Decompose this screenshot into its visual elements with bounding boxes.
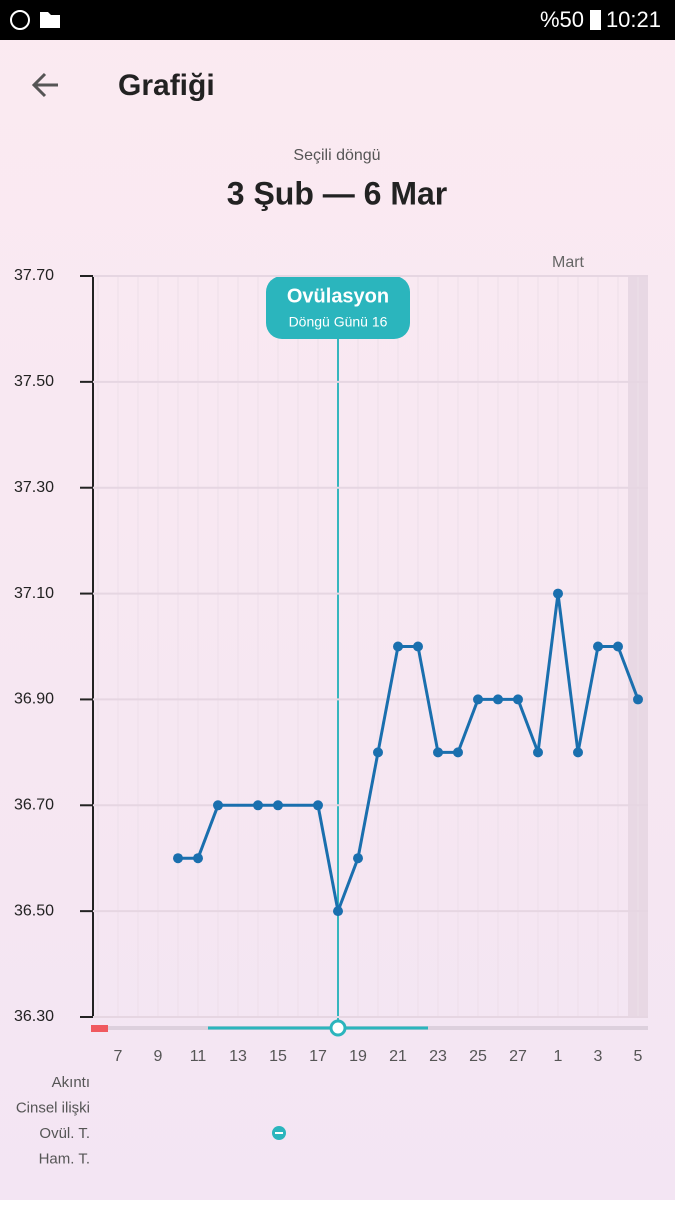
- y-tick-label: 37.30: [14, 479, 54, 496]
- x-tick-label: 13: [229, 1048, 247, 1065]
- clock: 10:21: [606, 7, 661, 32]
- x-tick-label: 23: [429, 1048, 447, 1065]
- line-segment: [536, 593, 560, 753]
- y-tick-label: 36.90: [14, 691, 54, 708]
- ovulation-marker: [329, 1019, 347, 1037]
- back-button[interactable]: [31, 72, 58, 98]
- data-point: [633, 694, 643, 705]
- ovulation-subtitle: Döngü Günü 16: [289, 314, 388, 330]
- battery-icon: [590, 10, 601, 30]
- x-tick-label: 25: [469, 1048, 487, 1065]
- line-segment: [356, 752, 380, 859]
- folder-icon: [40, 12, 60, 28]
- status-bar: [0, 0, 675, 40]
- line-segment: [196, 804, 220, 859]
- row-label: Cinsel ilişki: [16, 1099, 90, 1116]
- x-tick-label: 5: [634, 1048, 643, 1065]
- data-point: [173, 853, 183, 864]
- x-tick-label: 21: [389, 1048, 407, 1065]
- data-point: [313, 800, 323, 811]
- data-point: [273, 800, 283, 811]
- data-point: [453, 747, 463, 758]
- y-tick-label: 37.70: [14, 267, 54, 284]
- y-tick-label: 36.30: [14, 1008, 54, 1025]
- row-label: Ham. T.: [39, 1150, 90, 1167]
- data-point: [513, 694, 523, 705]
- row-label: Ovül. T.: [39, 1125, 90, 1142]
- battery-text: %50: [540, 7, 584, 32]
- x-tick-label: 7: [114, 1048, 123, 1065]
- data-point: [533, 747, 543, 758]
- data-point: [213, 800, 223, 811]
- y-tick-label: 36.50: [14, 902, 54, 919]
- whatsapp-icon: [10, 10, 30, 30]
- month-label: Mart: [552, 254, 585, 271]
- line-segment: [576, 646, 600, 753]
- period-marker: [91, 1025, 108, 1032]
- line-segment: [316, 805, 340, 912]
- data-point: [353, 853, 363, 864]
- x-tick-label: 9: [154, 1048, 163, 1065]
- data-point: [613, 641, 623, 652]
- y-tick-label: 36.70: [14, 797, 54, 814]
- line-segment: [376, 646, 400, 753]
- data-point: [593, 641, 603, 652]
- x-tick-label: 27: [509, 1048, 527, 1065]
- x-tick-label: 15: [269, 1048, 287, 1065]
- line-segment: [456, 698, 480, 753]
- data-point: [253, 800, 263, 811]
- page-title: Grafiği: [118, 69, 215, 102]
- data-point: [473, 694, 483, 705]
- row-label: Akıntı: [52, 1074, 90, 1091]
- data-point: [373, 747, 383, 758]
- x-tick-label: 1: [554, 1048, 563, 1065]
- data-point: [573, 747, 583, 758]
- cycle-label: Seçili döngü: [293, 147, 380, 164]
- line-segment: [516, 698, 540, 753]
- data-point: [193, 853, 203, 864]
- x-tick-label: 11: [190, 1048, 207, 1065]
- x-tick-label: 19: [349, 1048, 367, 1065]
- line-segment: [616, 645, 640, 700]
- line-segment: [416, 646, 440, 753]
- data-point: [553, 588, 563, 599]
- x-tick-label: 17: [309, 1048, 327, 1065]
- y-tick-label: 37.50: [14, 373, 54, 390]
- cycle-range: 3 Şub — 6 Mar: [227, 175, 448, 211]
- data-point: [413, 641, 423, 652]
- ovulation-badge: [266, 276, 410, 339]
- data-point: [333, 906, 343, 917]
- line-segment: [336, 857, 360, 912]
- data-point: [393, 641, 403, 652]
- data-point: [433, 747, 443, 758]
- line-segment: [556, 593, 580, 753]
- ovulation-title: Ovülasyon: [287, 285, 389, 307]
- y-tick-label: 37.10: [14, 585, 54, 602]
- data-point: [493, 694, 503, 705]
- x-tick-label: 3: [594, 1048, 603, 1065]
